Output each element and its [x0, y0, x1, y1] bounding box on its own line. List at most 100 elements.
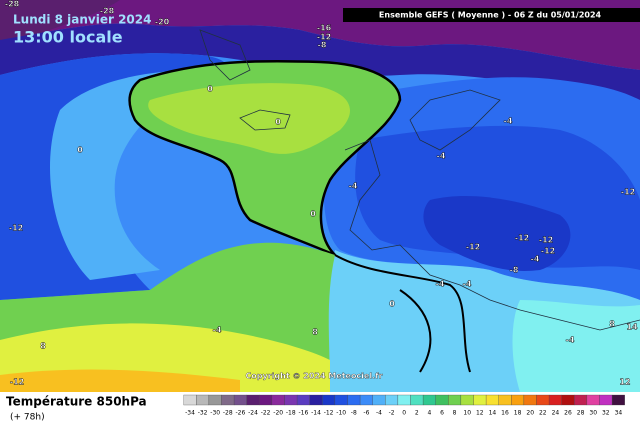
legend-label: 18 [514, 410, 522, 417]
warm-core [148, 83, 350, 154]
legend-swatch [485, 394, 499, 406]
legend-label: -6 [363, 410, 369, 417]
legend-swatch [599, 394, 613, 406]
legend-swatch [473, 394, 487, 406]
legend-label: 10 [463, 410, 471, 417]
legend-label: -22 [261, 410, 271, 417]
legend-swatch [196, 394, 210, 406]
legend-swatch [183, 394, 197, 406]
legend-label: 2 [415, 410, 419, 417]
map: Ensemble GEFS ( Moyenne ) - 06 Z du 05/0… [0, 0, 640, 392]
legend-swatch [448, 394, 462, 406]
europe-core [423, 195, 571, 271]
legend-label: 8 [453, 410, 457, 417]
legend-label: -20 [273, 410, 283, 417]
legend-swatch [271, 394, 285, 406]
legend-swatch [372, 394, 386, 406]
legend-label: -2 [389, 410, 395, 417]
legend-swatch [511, 394, 525, 406]
contour-label: -8 [318, 41, 327, 50]
med-contour [334, 254, 471, 373]
legend-swatch [422, 394, 436, 406]
cold-core [0, 0, 120, 50]
run-box [343, 8, 640, 22]
legend-swatch [561, 394, 575, 406]
legend-swatch [536, 394, 550, 406]
copyright: Copyright © 2024 Meteociel.fr [245, 372, 382, 381]
contour-label: 8 [609, 320, 615, 329]
contour-label: -12 [621, 188, 635, 197]
contour-label: -16 [317, 24, 332, 33]
legend-label: -24 [248, 410, 258, 417]
south-orange [0, 369, 240, 392]
legend-swatch [259, 394, 273, 406]
footer-lead: (+ 78h) [10, 413, 45, 423]
legend-swatch [435, 394, 449, 406]
legend-label: -32 [198, 410, 208, 417]
legend-swatch [548, 394, 562, 406]
legend-swatch [347, 394, 361, 406]
legend-label: -34 [185, 410, 195, 417]
legend-label: 20 [526, 410, 534, 417]
footer-title: Température 850hPa [6, 395, 147, 409]
legend-swatch [309, 394, 323, 406]
contour-label: -4 [463, 280, 472, 289]
legend-swatch [397, 394, 411, 406]
contour-labels: -28-28-20-16-12-8000-12-40-4-4-12-12-12-… [5, 0, 639, 387]
legend-label: 12 [476, 410, 484, 417]
legend-label: 14 [489, 410, 497, 417]
legend-label: 4 [427, 410, 431, 417]
contour-label: 0 [310, 210, 316, 219]
contour-label: -28 [100, 7, 115, 16]
contour-label: -12 [9, 224, 23, 233]
legend-swatch [586, 394, 600, 406]
contour-label: 8 [40, 342, 46, 351]
legend-swatch [460, 394, 474, 406]
legend-label: 34 [615, 410, 623, 417]
contour-label: -4 [213, 326, 222, 335]
legend-label: 6 [440, 410, 444, 417]
contour-label: -4 [531, 255, 540, 264]
footer: Température 850hPa (+ 78h) -34 -32 -30 -2 8 -… [6, 395, 625, 423]
contour-label: 0 [207, 85, 213, 94]
contour-label: -4 [349, 182, 358, 191]
contour-label: -12 [466, 243, 480, 252]
legend-swatch [246, 394, 260, 406]
legend-swatch [208, 394, 222, 406]
contour-label: -28 [5, 0, 20, 9]
contour-label: -4 [437, 152, 446, 161]
contour-label: 12 [619, 378, 630, 387]
legend-swatch [221, 394, 235, 406]
west-light [50, 70, 200, 280]
legend-label: 28 [577, 410, 585, 417]
legend-swatch [410, 394, 424, 406]
contour-label: -4 [504, 117, 513, 126]
coastlines [199, 29, 640, 331]
legend-swatch [322, 394, 336, 406]
contour-label: -20 [155, 18, 170, 27]
contour-label: 0 [77, 146, 83, 155]
contour-label: -8 [510, 266, 519, 275]
legend-swatch [284, 394, 298, 406]
contour-label: -12 [317, 33, 331, 42]
contour-label: 8 [312, 328, 318, 337]
time-label: 13:00 locale [13, 28, 123, 47]
contour-label: -12 [10, 378, 24, 387]
legend: -34 -32 -30 -28 -26 -24 -22 -20 -18 -16 -14 -12 -10-… [183, 394, 625, 417]
legend-swatch [233, 394, 247, 406]
legend-label: -26 [235, 410, 245, 417]
contour-label: -12 [539, 236, 553, 245]
legend-label: -12 [324, 410, 334, 417]
legend-label: -10 [336, 410, 346, 417]
legend-label: -18 [286, 410, 296, 417]
legend-label: 0 [402, 410, 406, 417]
contour-label: 0 [275, 118, 281, 127]
west-blue [0, 53, 227, 301]
contour-label: -4 [566, 336, 575, 345]
legend-label: -30 [210, 410, 220, 417]
legend-swatch [498, 394, 512, 406]
contour-label: 0 [389, 300, 395, 309]
date-label: Lundi 8 janvier 2024 [13, 13, 151, 27]
contour-label: -12 [541, 247, 555, 256]
